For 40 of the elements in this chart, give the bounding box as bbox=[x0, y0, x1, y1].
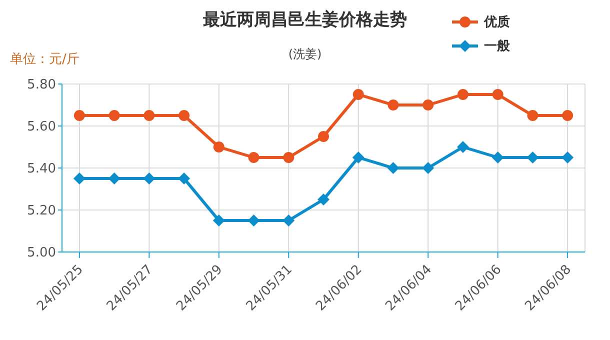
point bbox=[108, 110, 120, 121]
point bbox=[178, 172, 190, 184]
point bbox=[388, 100, 399, 110]
point bbox=[318, 194, 330, 206]
point bbox=[248, 214, 260, 226]
y-tick-label: 5.20 bbox=[27, 204, 56, 219]
point bbox=[144, 110, 155, 121]
y-tick-label: 5.40 bbox=[27, 162, 56, 177]
point bbox=[143, 172, 156, 184]
point bbox=[457, 89, 468, 100]
point bbox=[212, 214, 225, 226]
point bbox=[562, 152, 574, 164]
point bbox=[422, 100, 434, 110]
point bbox=[318, 131, 329, 142]
point bbox=[248, 152, 260, 163]
point bbox=[282, 214, 295, 226]
point bbox=[108, 172, 120, 184]
point bbox=[178, 110, 190, 121]
point bbox=[387, 162, 400, 174]
point bbox=[352, 89, 364, 100]
chart-subtitle: (洗姜) bbox=[288, 47, 322, 61]
y-axis-title: 单位：元/斤 bbox=[10, 51, 80, 68]
y-tick-label: 5.80 bbox=[27, 78, 56, 93]
point bbox=[74, 110, 85, 121]
point bbox=[492, 152, 504, 164]
legend-label: 一般 bbox=[484, 38, 510, 55]
point bbox=[456, 141, 469, 153]
y-tick-label: 5.00 bbox=[27, 246, 56, 261]
point bbox=[527, 110, 538, 121]
point bbox=[526, 152, 539, 164]
point bbox=[213, 142, 224, 152]
point bbox=[283, 152, 294, 163]
y-tick-label: 5.60 bbox=[27, 120, 56, 135]
point bbox=[352, 152, 364, 164]
chart-title: 最近两周昌邑生姜价格走势 bbox=[203, 10, 407, 30]
point bbox=[73, 172, 86, 184]
point bbox=[562, 110, 574, 121]
point bbox=[492, 89, 504, 100]
legend-label: 优质 bbox=[484, 14, 510, 31]
point bbox=[422, 162, 434, 174]
